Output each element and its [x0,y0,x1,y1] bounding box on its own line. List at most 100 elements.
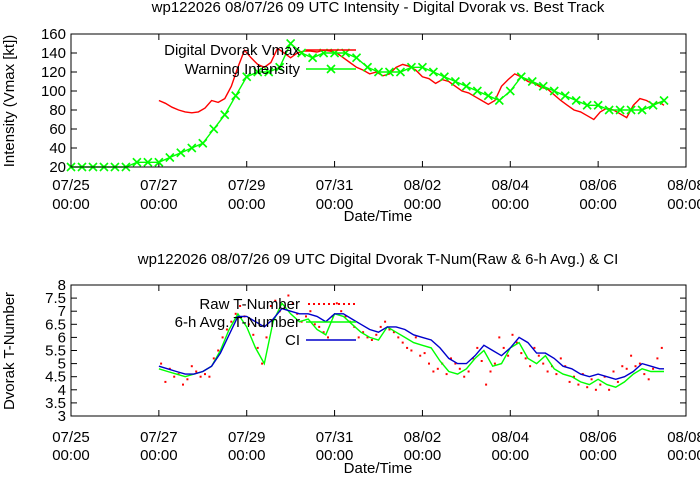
tnumber-legend-label-ci: CI [285,332,300,349]
intensity-point-warning-intensity [187,143,197,153]
tnumber-point-raw-t-number [173,375,176,378]
tnumber-ytick-label: 3 [58,408,66,425]
intensity-point-warning-intensity [604,105,614,115]
intensity-point-warning-intensity [560,91,570,101]
tnumber-plot-frame [70,284,687,417]
intensity-point-warning-intensity [637,105,647,115]
tnumber-point-raw-t-number [423,352,426,355]
intensity-point-warning-intensity [242,72,252,82]
intensity-point-warning-intensity [439,72,449,82]
intensity-point-warning-intensity [165,152,175,163]
intensity-ytick-label: 40 [49,140,66,157]
tnumber-point-raw-t-number [621,365,624,368]
tnumber-ytick-label: 5 [58,356,66,373]
intensity-xtick-time-label: 00:00 [140,196,178,213]
intensity-point-warning-intensity [176,148,186,158]
tnumber-point-raw-t-number [410,349,413,352]
tnumber-point-raw-t-number [502,346,505,349]
tnumber-point-raw-t-number [419,354,422,357]
intensity-xtick-date-label: 07/25 [52,177,90,194]
intensity-axis-ticks: 20 40 60 80 100 120 140 160 07/25 00:00 07/27 00:00… [41,26,700,213]
tnumber-ytick-label: 6 [58,329,66,346]
tnumber-point-raw-t-number [520,352,523,355]
intensity-ytick-label: 60 [49,121,66,138]
tnumber-series-6-h-avg-t-number [158,302,664,388]
tnumber-point-raw-t-number [414,336,417,339]
tnumber-point-raw-t-number [199,375,202,378]
tnumber-legend-sample-raw-t-number [343,303,345,305]
tnumber-xtick-time-label: 00:00 [404,447,442,464]
intensity-xtick-date-label: 07/29 [228,177,266,194]
tnumber-point-raw-t-number [379,325,382,328]
tnumber-point-raw-t-number [608,388,611,391]
intensity-legend-label-digital-dvorak-vmax: Digital Dvorak Vmax [164,42,300,59]
intensity-chart-title: wp122026 08/07/26 09 UTC Intensity - Dig… [151,0,605,16]
tnumber-point-raw-t-number [247,323,250,326]
tnumber-legend-sample-raw-t-number [353,303,355,305]
tnumber-point-raw-t-number [546,370,549,373]
tnumber-point-raw-t-number [533,346,536,349]
intensity-point-warning-intensity [154,157,164,167]
tnumber-legend-sample-raw-t-number [318,303,320,305]
tnumber-point-raw-t-number [568,380,571,383]
tnumber-xtick-time-label: 00:00 [667,447,700,464]
intensity-series-line-warning-intensity [71,42,665,168]
intensity-legend: Digital Dvorak Vmax Warning Intensity [164,42,356,78]
tnumber-ytick-label: 3.5 [45,395,66,412]
tnumber-point-raw-t-number [291,302,294,305]
tnumber-axis-ticks: 33.544.555.566.577.5807/2500:0007/2700:0… [45,277,700,464]
tnumber-point-raw-t-number [340,310,343,313]
tnumber-y-axis-label: Dvorak T-Number [1,292,18,410]
intensity-point-warning-intensity [549,86,559,96]
tnumber-point-raw-t-number [362,331,365,334]
tnumber-xtick-date-label: 08/04 [492,429,530,446]
tnumber-xtick-date-label: 08/06 [579,429,617,446]
tnumber-point-raw-t-number [643,373,646,376]
tnumber-point-raw-t-number [318,325,321,328]
tnumber-point-raw-t-number [555,373,558,376]
tnumber-xtick-time-label: 00:00 [52,447,90,464]
tnumber-point-raw-t-number [357,336,360,339]
intensity-point-warning-intensity [417,62,427,72]
tnumber-point-raw-t-number [234,312,237,315]
intensity-point-warning-intensity [516,72,526,82]
tnumber-xtick-date-label: 07/29 [228,429,266,446]
intensity-ytick-label: 160 [41,26,66,43]
intensity-x-axis-label: Date/Time [344,208,413,225]
intensity-point-warning-intensity [538,81,548,91]
intensity-point-warning-intensity [308,53,318,63]
tnumber-xtick-time-label: 00:00 [579,447,617,464]
intensity-series-layer [66,38,669,172]
tnumber-legend-sample-raw-t-number [313,303,315,305]
tnumber-ytick-label: 5.5 [45,343,66,360]
tnumber-point-raw-t-number [436,367,439,370]
tnumber-point-raw-t-number [616,380,619,383]
intensity-xtick-date-label: 08/08 [667,177,700,194]
tnumber-point-raw-t-number [630,354,633,357]
intensity-point-warning-intensity [264,67,274,77]
tnumber-point-raw-t-number [542,362,545,365]
tnumber-point-raw-t-number [309,310,312,313]
intensity-point-warning-intensity [593,100,603,110]
tnumber-point-raw-t-number [559,357,562,360]
tnumber-point-raw-t-number [656,357,659,360]
tnumber-series-ci [158,307,664,381]
tnumber-point-raw-t-number [401,341,404,344]
tnumber-point-raw-t-number [493,362,496,365]
intensity-xtick-date-label: 08/02 [404,177,442,194]
tnumber-point-raw-t-number [287,294,290,297]
tnumber-legend-sample-raw-t-number [328,303,330,305]
intensity-point-warning-intensity [472,86,482,96]
tnumber-point-raw-t-number [212,357,215,360]
intensity-chart: wp122026 08/07/26 09 UTC Intensity - Dig… [1,0,700,225]
tnumber-legend-sample-raw-t-number [308,303,310,305]
tnumber-point-raw-t-number [274,299,277,302]
intensity-point-warning-intensity [428,67,438,77]
intensity-ytick-label: 140 [41,45,66,62]
tnumber-point-raw-t-number [217,349,220,352]
tnumber-xtick-time-label: 00:00 [316,447,354,464]
tnumber-xtick-date-label: 07/25 [52,429,90,446]
tnumber-point-raw-t-number [594,388,597,391]
